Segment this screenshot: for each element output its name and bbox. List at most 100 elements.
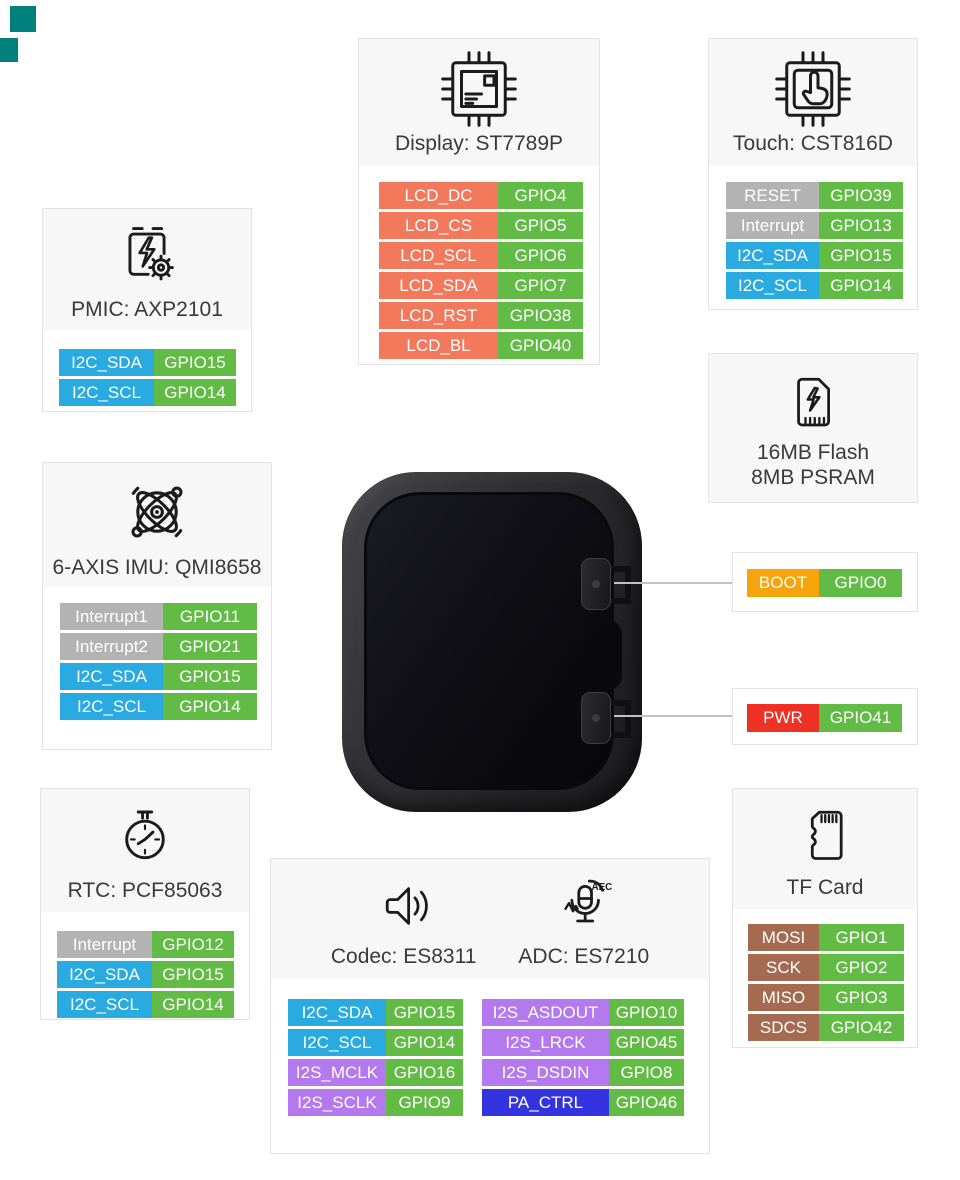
decor-square [10,6,36,32]
pin-gpio: GPIO40 [498,332,583,359]
pin-gpio: GPIO4 [498,182,583,209]
pin-label: LCD_DC [379,182,498,209]
pin-gpio: GPIO10 [609,999,684,1026]
pin-row: I2S_LRCK GPIO45 [482,1029,684,1056]
microphone-aec-icon: AEC [547,869,621,943]
pin-row: I2C_SCL GPIO14 [288,1029,463,1056]
touch-card: Touch: CST816D RESET GPIO39 Interrupt GP… [708,38,918,310]
touch-chip-icon [773,49,853,129]
pin-row: I2S_ASDOUT GPIO10 [482,999,684,1026]
pin-row: I2C_SDA GPIO15 [60,663,271,690]
pin-gpio: GPIO15 [386,999,463,1026]
pin-row: RESET GPIO39 [726,182,917,209]
pin-row: LCD_SDA GPIO7 [379,272,599,299]
pin-label: PA_CTRL [482,1089,609,1116]
pin-gpio: GPIO15 [152,961,234,988]
pin-row: MISO GPIO3 [748,984,917,1011]
rtc-card: RTC: PCF85063 Interrupt GPIO12 I2C_SDA G… [40,788,250,1020]
pin-row: SCK GPIO2 [748,954,917,981]
pwr-card: PWR GPIO41 [732,688,918,745]
pin-row: I2C_SDA GPIO15 [57,961,249,988]
pin-row: LCD_BL GPIO40 [379,332,599,359]
watch-button-bracket [611,700,631,738]
pin-label: RESET [726,182,819,209]
pin-label: LCD_SCL [379,242,498,269]
pin-gpio: GPIO45 [609,1029,684,1056]
imu-card-header: 6-AXIS IMU: QMI8658 [43,463,271,587]
pin-gpio: GPIO8 [609,1059,684,1086]
pin-row: LCD_SCL GPIO6 [379,242,599,269]
pin-gpio: GPIO6 [498,242,583,269]
speaker-icon [367,869,441,943]
pin-label: I2C_SDA [57,961,152,988]
pin-gpio: GPIO9 [386,1089,463,1116]
pin-label: LCD_RST [379,302,498,329]
pin-gpio: GPIO11 [163,603,257,630]
pin-row: LCD_CS GPIO5 [379,212,599,239]
tf-pin-table: MOSI GPIO1 SCK GPIO2 MISO GPIO3 SDCS GPI… [748,924,917,1041]
codec-pin-tables: I2C_SDA GPIO15 I2C_SCL GPIO14 I2S_MCLK G… [288,999,709,1116]
pin-label: MOSI [748,924,819,951]
pmic-pin-table: I2C_SDA GPIO15 I2C_SCL GPIO14 [59,349,251,406]
decor-square [0,38,18,62]
power-battery-icon [108,217,186,295]
touch-card-header: Touch: CST816D [709,39,917,166]
button-detail [592,714,600,722]
pmic-card: PMIC: AXP2101 I2C_SDA GPIO15 I2C_SCL GPI… [42,208,252,412]
pin-label: I2S_ASDOUT [482,999,609,1026]
pin-row: PWR GPIO41 [747,704,917,732]
pin-row: LCD_RST GPIO38 [379,302,599,329]
codec-adc-card: Codec: ES8311 AEC ADC: ES7210 [270,858,710,1154]
pin-label: LCD_SDA [379,272,498,299]
pin-row: MOSI GPIO1 [748,924,917,951]
pin-gpio: GPIO2 [819,954,904,981]
pin-label: LCD_BL [379,332,498,359]
pin-gpio: GPIO41 [819,704,902,732]
pin-label: Interrupt [57,931,152,958]
pin-row: Interrupt GPIO12 [57,931,249,958]
micro-sd-icon [788,799,862,873]
tf-card-title: TF Card [786,875,864,899]
codec-card-title: Codec: ES8311 [330,945,477,968]
pin-label: SDCS [748,1014,819,1041]
pin-gpio: GPIO13 [819,212,903,239]
pin-gpio: GPIO15 [163,663,257,690]
tf-card: TF Card MOSI GPIO1 SCK GPIO2 MISO GPIO3 … [732,788,918,1048]
pin-row: I2S_MCLK GPIO16 [288,1059,463,1086]
rtc-card-title: RTC: PCF85063 [67,879,223,902]
psram-size-label: 8MB PSRAM [751,466,875,489]
pin-gpio: GPIO0 [819,569,902,597]
pin-row: LCD_DC GPIO4 [379,182,599,209]
pin-gpio: GPIO39 [819,182,903,209]
boot-card: BOOT GPIO0 [732,552,918,612]
pin-row: Interrupt1 GPIO11 [60,603,271,630]
pin-label: Interrupt2 [60,633,163,660]
pin-label: I2C_SDA [59,349,154,376]
rtc-pin-table: Interrupt GPIO12 I2C_SDA GPIO15 I2C_SCL … [57,931,249,1018]
pmic-card-title: PMIC: AXP2101 [71,298,223,321]
pin-label: I2C_SDA [60,663,163,690]
display-card: Display: ST7789P LCD_DC GPIO4 LCD_CS GPI… [358,38,600,365]
touch-pin-table: RESET GPIO39 Interrupt GPIO13 I2C_SDA GP… [726,182,917,299]
pin-row: I2C_SDA GPIO15 [59,349,251,376]
display-card-title: Display: ST7789P [394,132,564,155]
pin-gpio: GPIO1 [819,924,904,951]
pin-label: MISO [748,984,819,1011]
pin-row: I2C_SCL GPIO14 [59,379,251,406]
pin-gpio: GPIO14 [386,1029,463,1056]
pin-row: BOOT GPIO0 [747,569,917,597]
codec-pin-table: I2C_SDA GPIO15 I2C_SCL GPIO14 I2S_MCLK G… [288,999,463,1116]
pin-gpio: GPIO14 [163,693,257,720]
button-detail [592,580,600,588]
pin-gpio: GPIO15 [154,349,236,376]
pin-row: I2C_SCL GPIO14 [726,272,917,299]
pin-label: I2S_SCLK [288,1089,386,1116]
pin-row: SDCS GPIO42 [748,1014,917,1041]
pwr-pin-table: PWR GPIO41 [747,704,917,732]
boot-pin-table: BOOT GPIO0 [747,569,917,597]
boot-connector-line [614,582,732,584]
pin-gpio: GPIO14 [154,379,236,406]
display-pin-table: LCD_DC GPIO4 LCD_CS GPIO5 LCD_SCL GPIO6 … [379,182,599,359]
rtc-card-header: RTC: PCF85063 [41,789,249,912]
